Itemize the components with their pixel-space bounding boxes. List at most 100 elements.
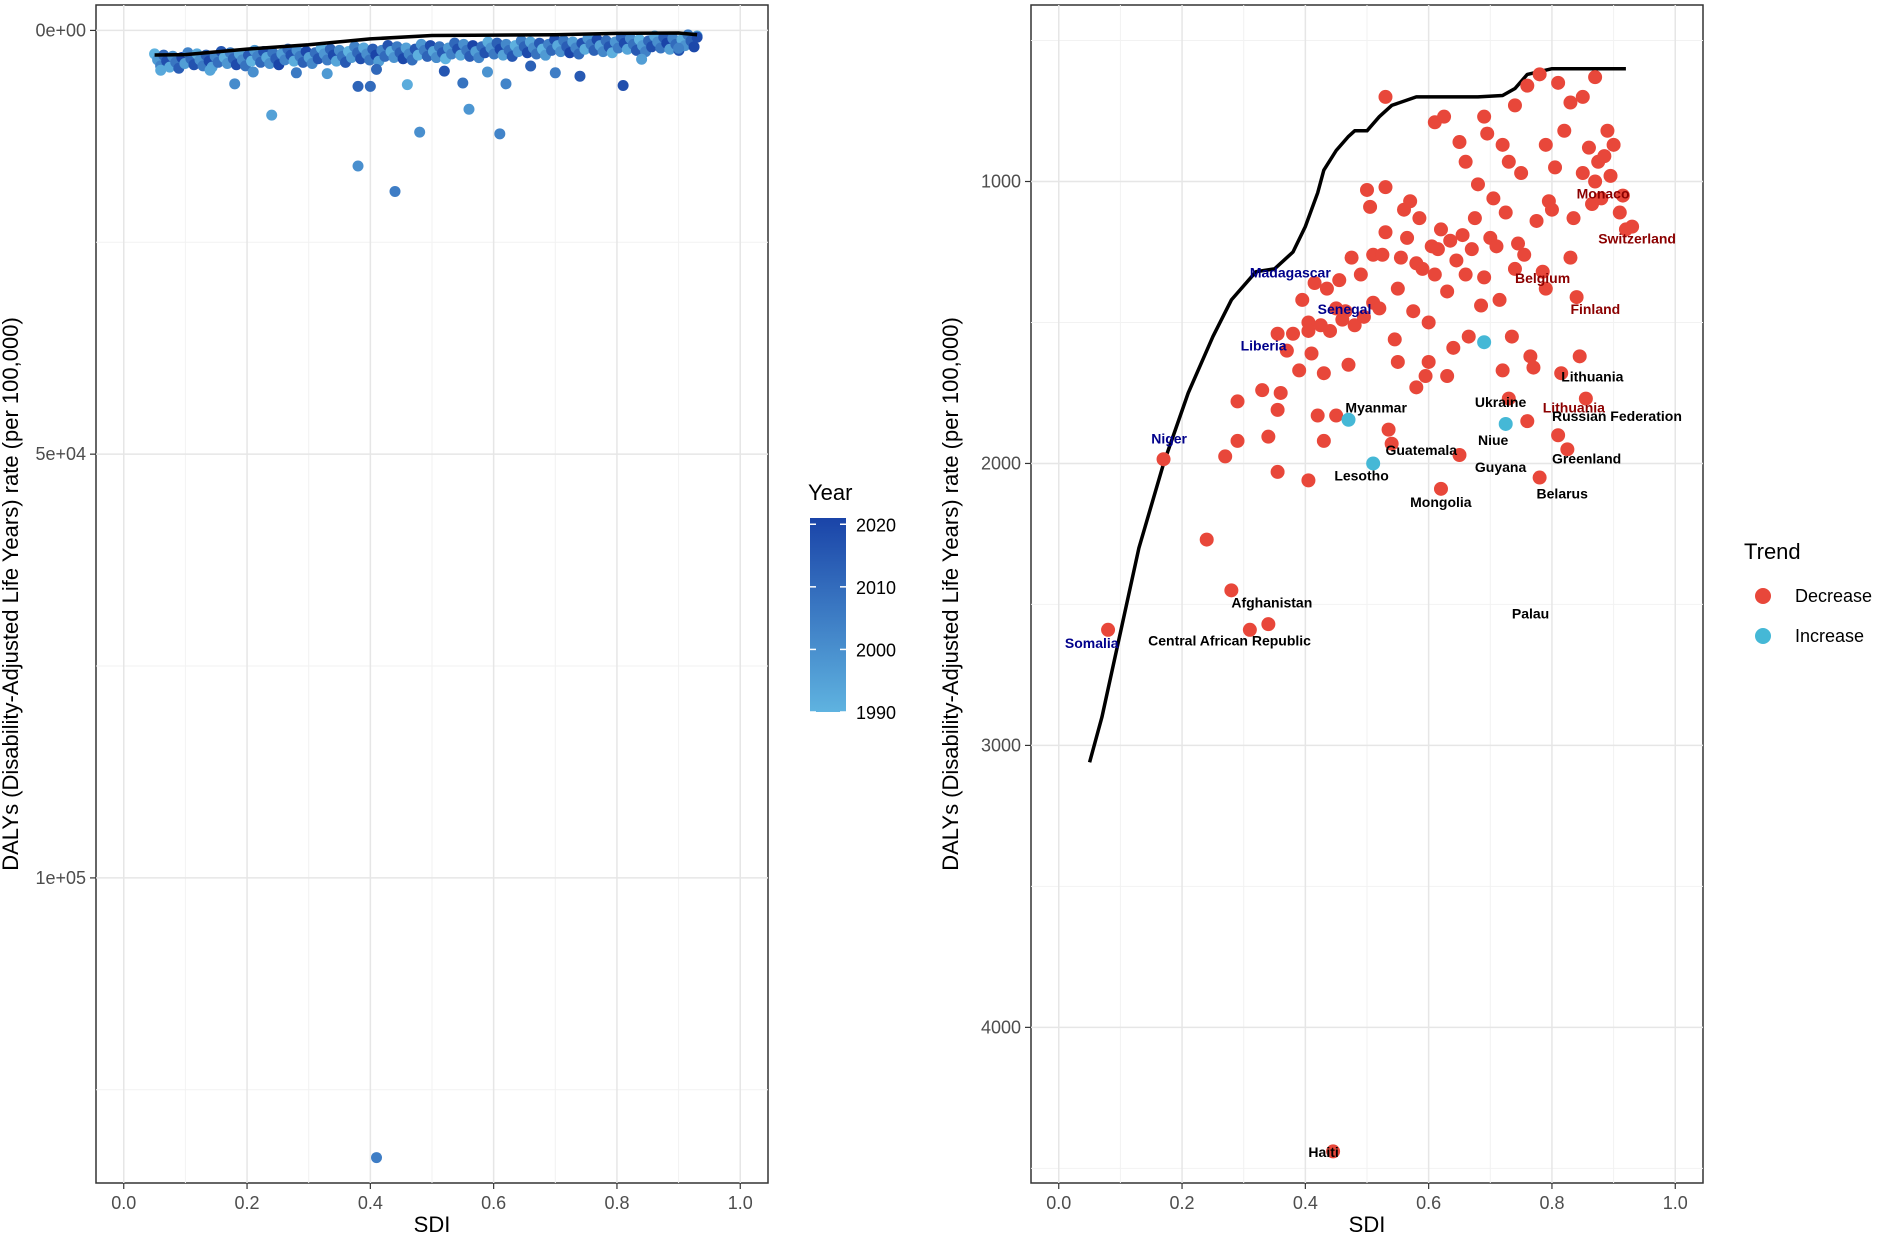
x-tick-label: 1.0 xyxy=(1663,1193,1688,1213)
data-point-decrease xyxy=(1378,180,1393,195)
data-point-increase xyxy=(1366,456,1381,471)
data-point-decrease xyxy=(1270,464,1285,479)
data-point-decrease xyxy=(1390,281,1405,296)
data-point-decrease xyxy=(1279,343,1294,358)
data-point xyxy=(494,128,506,140)
country-label: Switzerland xyxy=(1598,231,1676,247)
data-point-decrease xyxy=(1477,270,1492,285)
data-point-decrease xyxy=(1356,309,1371,324)
colorbar-label: 1990 xyxy=(856,703,896,723)
data-point-decrease xyxy=(1218,449,1233,464)
data-point-decrease xyxy=(1326,1144,1341,1159)
data-point-decrease xyxy=(1393,250,1408,265)
data-point xyxy=(389,185,401,197)
y-tick-label: 2000 xyxy=(981,453,1021,473)
data-point-decrease xyxy=(1329,408,1344,423)
data-point-decrease xyxy=(1480,126,1495,141)
data-point-decrease xyxy=(1517,247,1532,262)
data-point xyxy=(401,79,413,91)
data-point-decrease xyxy=(1433,481,1448,496)
data-point-decrease xyxy=(1581,140,1596,155)
data-point-decrease xyxy=(1538,281,1553,296)
data-point-decrease xyxy=(1603,168,1618,183)
country-label: Belgium xyxy=(1515,270,1570,286)
year-legend-title: Year xyxy=(808,480,852,505)
right-y-axis-title: DALYs (Disability-Adjusted Life Years) r… xyxy=(938,317,963,871)
data-point-decrease xyxy=(1421,354,1436,369)
x-tick-label: 0.6 xyxy=(481,1193,506,1213)
x-tick-label: 0.6 xyxy=(1416,1193,1441,1213)
data-point-decrease xyxy=(1292,363,1307,378)
data-point-decrease xyxy=(1554,366,1569,381)
year-colorbar xyxy=(810,518,846,712)
legend-label-decrease: Decrease xyxy=(1795,586,1872,606)
legend-swatch-increase xyxy=(1755,628,1771,644)
left-x-axis-title: SDI xyxy=(414,1212,451,1237)
data-point-decrease xyxy=(1625,219,1640,234)
data-point-decrease xyxy=(1384,436,1399,451)
trend-legend-title: Trend xyxy=(1744,539,1801,564)
data-point-decrease xyxy=(1440,284,1455,299)
y-tick-label: 3000 xyxy=(981,735,1021,755)
data-point xyxy=(155,64,167,76)
y-tick-label: 0e+00 xyxy=(35,20,86,40)
year-colorbar-ticks: 2020 2010 2000 1990 xyxy=(810,515,896,723)
data-point-decrease xyxy=(1224,583,1239,598)
data-point-decrease xyxy=(1344,250,1359,265)
data-point-decrease xyxy=(1538,137,1553,152)
data-point-decrease xyxy=(1199,532,1214,547)
country-label: Madagascar xyxy=(1250,264,1331,280)
data-point-decrease xyxy=(1381,422,1396,437)
data-point xyxy=(371,63,383,75)
country-label: Niue xyxy=(1478,432,1509,448)
data-point-decrease xyxy=(1569,290,1584,305)
data-point-decrease xyxy=(1390,354,1405,369)
right-points xyxy=(1101,67,1640,1159)
data-point-decrease xyxy=(1615,188,1630,203)
right-trend-line xyxy=(1087,66,1626,763)
data-point xyxy=(636,53,648,65)
data-point-decrease xyxy=(1566,211,1581,226)
data-point-decrease xyxy=(1563,250,1578,265)
data-point-decrease xyxy=(1449,253,1464,268)
data-point-decrease xyxy=(1375,247,1390,262)
data-point-decrease xyxy=(1310,408,1325,423)
left-legend: Year 2020 2010 2000 1990 xyxy=(808,480,896,723)
country-label: Finland xyxy=(1570,301,1620,317)
colorbar-label: 2010 xyxy=(856,578,896,598)
trend-line xyxy=(154,31,698,57)
data-point-decrease xyxy=(1440,369,1455,384)
x-tick-label: 0.2 xyxy=(235,1193,260,1213)
data-point-decrease xyxy=(1261,429,1276,444)
data-point-decrease xyxy=(1446,340,1461,355)
data-point-decrease xyxy=(1551,75,1566,90)
data-point-decrease xyxy=(1437,109,1452,124)
data-point-decrease xyxy=(1430,242,1445,257)
x-tick-label: 0.8 xyxy=(1539,1193,1564,1213)
data-point xyxy=(457,77,469,89)
data-point xyxy=(229,78,241,90)
data-point-decrease xyxy=(1492,292,1507,307)
data-point-decrease xyxy=(1255,383,1270,398)
country-label: Senegal xyxy=(1318,301,1372,317)
right-country-labels: Monaco Switzerland Madagascar Belgium Senega… xyxy=(1065,185,1682,1160)
data-point-decrease xyxy=(1594,191,1609,206)
data-point-decrease xyxy=(1560,442,1575,457)
data-point-decrease xyxy=(1532,67,1547,82)
data-point-decrease xyxy=(1270,326,1285,341)
data-point-decrease xyxy=(1523,349,1538,364)
data-point-decrease xyxy=(1378,89,1393,104)
data-point-decrease xyxy=(1323,323,1338,338)
data-point-decrease xyxy=(1387,332,1402,347)
country-label: Russian Federation xyxy=(1552,408,1682,424)
data-point-decrease xyxy=(1347,318,1362,333)
data-point-increase xyxy=(1341,412,1356,427)
data-point-decrease xyxy=(1498,205,1513,220)
data-point xyxy=(266,109,278,121)
data-point xyxy=(481,66,493,78)
data-point-decrease xyxy=(1470,177,1485,192)
x-tick-label: 0.4 xyxy=(358,1193,383,1213)
country-label: Haiti xyxy=(1308,1144,1338,1160)
data-point-decrease xyxy=(1461,329,1476,344)
data-point-decrease xyxy=(1295,292,1310,307)
